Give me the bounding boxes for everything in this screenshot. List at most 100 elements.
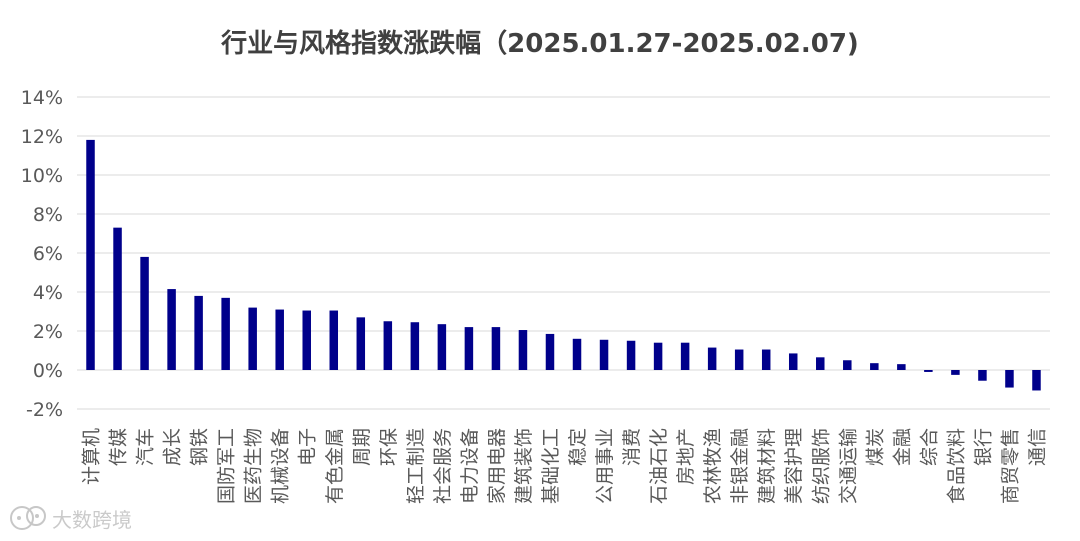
bar	[924, 370, 933, 372]
bar	[843, 360, 852, 370]
x-tick-label: 机械设备	[270, 428, 292, 504]
x-tick-label: 美容护理	[783, 428, 805, 504]
x-tick-label: 食品饮料	[945, 428, 967, 504]
svg-text:石油石化: 石油石化	[648, 428, 670, 504]
x-tick-label: 通信	[1026, 428, 1048, 466]
svg-text:国防军工: 国防军工	[216, 428, 238, 504]
x-tick-label: 煤炭	[864, 428, 886, 466]
svg-text:建筑材料: 建筑材料	[756, 428, 778, 504]
x-tick-label: 钢铁	[189, 428, 211, 466]
bar	[599, 339, 609, 370]
bar	[491, 327, 501, 370]
bar	[734, 349, 744, 370]
bar	[356, 317, 366, 370]
x-tick-label: 商贸零售	[999, 428, 1021, 504]
bar	[545, 333, 555, 370]
svg-text:成长: 成长	[162, 428, 184, 466]
svg-text:综合: 综合	[918, 428, 940, 466]
svg-text:钢铁: 钢铁	[189, 428, 211, 466]
svg-text:食品饮料: 食品饮料	[945, 428, 967, 504]
svg-text:交通运输: 交通运输	[837, 428, 859, 504]
y-axis-ticks: -2% 0% 2% 4% 6% 8% 10% 12% 14%	[21, 87, 63, 421]
bar	[464, 327, 474, 370]
svg-text:银行: 银行	[972, 428, 994, 466]
x-tick-label: 基础化工	[540, 428, 562, 504]
svg-text:稳定: 稳定	[567, 428, 589, 466]
x-tick-label: 石油石化	[648, 428, 670, 504]
x-tick-label: 建筑装饰	[513, 428, 535, 504]
svg-text:家用电器: 家用电器	[486, 428, 508, 504]
svg-text:商贸零售: 商贸零售	[999, 428, 1021, 504]
x-tick-label: 环保	[378, 428, 400, 466]
x-tick-label: 房地产	[675, 428, 697, 485]
y-tick-label: 14%	[21, 87, 63, 109]
bar	[572, 338, 582, 370]
svg-text:汽车: 汽车	[135, 428, 157, 466]
bar	[518, 330, 528, 370]
svg-text:医药生物: 医药生物	[243, 428, 265, 504]
y-tick-label: 4%	[33, 282, 63, 304]
svg-text:美容护理: 美容护理	[783, 428, 805, 504]
x-axis-labels: 计算机 传媒 汽车 成长 钢铁 国防军工 医药生物 机械设备 电子 有色金属 周期 环保 轻工制造 社会服…	[81, 428, 1049, 504]
y-tick-label: 2%	[33, 321, 63, 343]
bar	[140, 256, 149, 370]
chart-title: 行业与风格指数涨跌幅（2025.01.27-2025.02.07)	[220, 28, 859, 59]
gridlines	[77, 96, 1050, 410]
bar	[437, 324, 447, 370]
x-tick-label: 传媒	[108, 428, 130, 466]
svg-text:计算机: 计算机	[81, 428, 103, 485]
bar	[86, 139, 95, 370]
svg-text:房地产: 房地产	[675, 428, 697, 485]
bar	[626, 340, 636, 370]
bar	[302, 310, 311, 370]
x-tick-label: 农林牧渔	[702, 428, 724, 504]
svg-text:煤炭: 煤炭	[864, 428, 886, 466]
x-tick-label: 国防军工	[216, 428, 238, 504]
x-tick-label: 家用电器	[486, 428, 508, 504]
bar	[194, 295, 203, 370]
svg-text:建筑装饰: 建筑装饰	[513, 428, 535, 504]
bar	[410, 322, 420, 370]
bar	[816, 357, 825, 370]
svg-text:农林牧渔: 农林牧渔	[702, 428, 724, 504]
svg-text:有色金属: 有色金属	[324, 428, 346, 504]
y-tick-label: 10%	[21, 165, 63, 187]
bars	[86, 139, 1041, 391]
watermark: 大数跨境	[10, 506, 132, 532]
watermark-logo-icon	[10, 506, 46, 530]
bar	[707, 347, 717, 370]
bar	[978, 370, 987, 381]
bar	[680, 342, 690, 370]
x-tick-label: 消费	[621, 428, 643, 466]
x-tick-label: 电力设备	[459, 428, 481, 504]
x-tick-label: 银行	[972, 428, 994, 466]
x-tick-label: 医药生物	[243, 428, 265, 504]
bar	[653, 342, 663, 370]
x-tick-label: 交通运输	[837, 428, 859, 504]
x-tick-label: 纺织服饰	[810, 428, 832, 504]
x-tick-label: 有色金属	[324, 428, 346, 504]
bar	[113, 227, 122, 370]
svg-text:纺织服饰: 纺织服饰	[810, 428, 832, 504]
bar	[1005, 370, 1014, 388]
svg-text:社会服务: 社会服务	[432, 428, 454, 504]
bar	[383, 321, 393, 370]
svg-text:电子: 电子	[297, 428, 319, 466]
svg-text:电力设备: 电力设备	[459, 428, 481, 504]
x-tick-label: 金融	[891, 428, 913, 466]
bar	[951, 370, 960, 375]
bar	[275, 309, 284, 370]
bar	[788, 353, 798, 370]
bar	[1032, 370, 1041, 391]
y-tick-label: 8%	[33, 204, 63, 226]
x-tick-label: 计算机	[81, 428, 103, 485]
y-tick-label: -2%	[26, 399, 63, 421]
bar	[167, 289, 176, 370]
x-tick-label: 非银金融	[729, 428, 751, 504]
watermark-text: 大数跨境	[52, 508, 132, 532]
x-tick-label: 周期	[351, 428, 373, 466]
y-tick-label: 12%	[21, 126, 63, 148]
svg-text:周期: 周期	[351, 428, 373, 466]
